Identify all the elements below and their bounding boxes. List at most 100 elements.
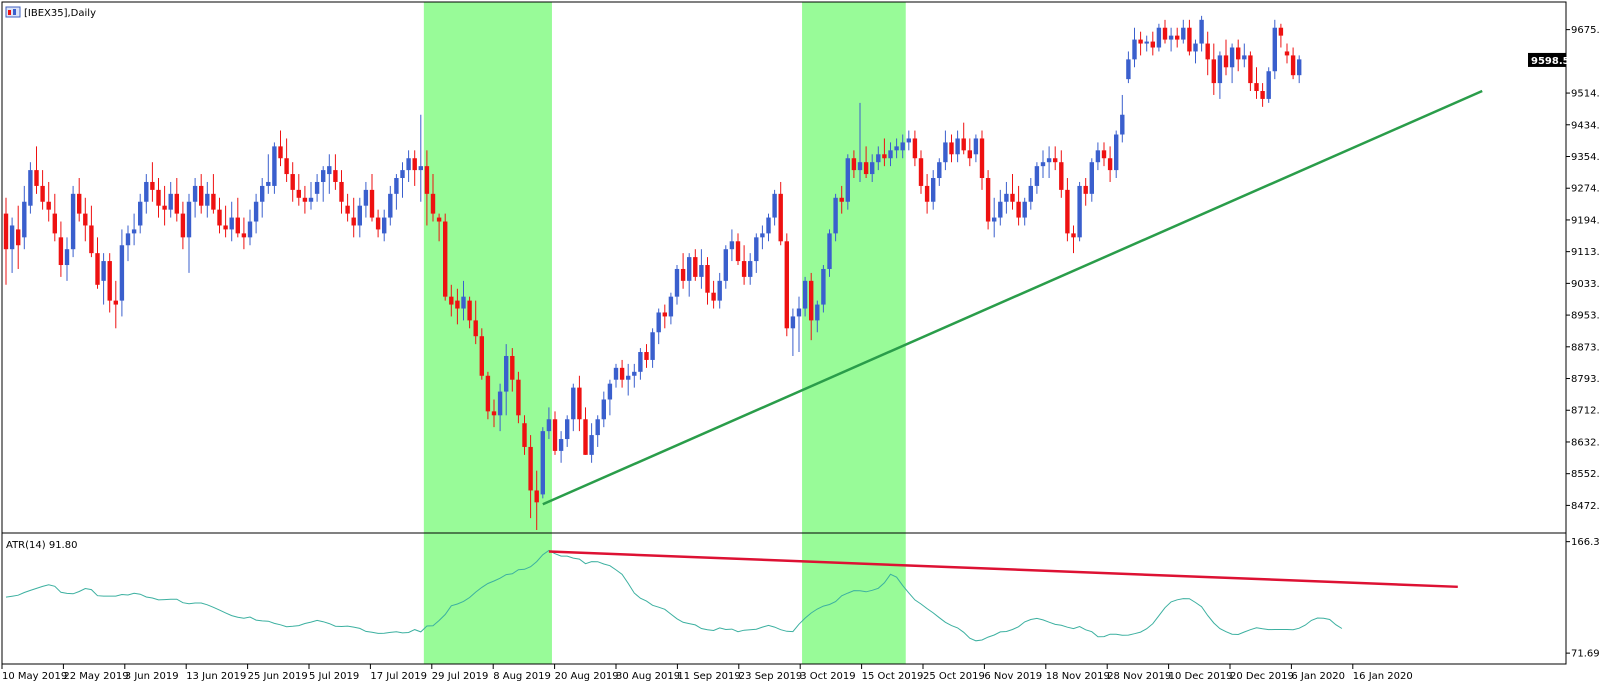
- candle[interactable]: [876, 146, 881, 171]
- candle[interactable]: [705, 257, 710, 305]
- candle[interactable]: [1046, 146, 1052, 179]
- candle[interactable]: [674, 265, 680, 305]
- candle[interactable]: [1229, 43, 1235, 84]
- candle[interactable]: [924, 174, 930, 214]
- candle[interactable]: [491, 399, 497, 428]
- candle[interactable]: [528, 435, 533, 519]
- candle[interactable]: [961, 122, 966, 155]
- candle[interactable]: [1217, 51, 1223, 99]
- candle[interactable]: [168, 181, 173, 218]
- candle[interactable]: [284, 138, 289, 182]
- candle[interactable]: [821, 265, 826, 313]
- candle[interactable]: [199, 174, 204, 214]
- candle[interactable]: [931, 170, 936, 210]
- candle[interactable]: [619, 359, 625, 388]
- candle[interactable]: [479, 328, 484, 380]
- candle[interactable]: [589, 423, 594, 463]
- candle[interactable]: [455, 288, 460, 325]
- candle[interactable]: [113, 280, 118, 329]
- candle[interactable]: [717, 272, 722, 309]
- candle[interactable]: [461, 280, 466, 321]
- candle[interactable]: [662, 304, 667, 329]
- candle[interactable]: [70, 185, 76, 258]
- candle[interactable]: [711, 280, 716, 309]
- candle[interactable]: [632, 363, 637, 388]
- candle[interactable]: [205, 181, 210, 218]
- candle[interactable]: [833, 193, 838, 242]
- candle[interactable]: [607, 379, 613, 416]
- candle[interactable]: [565, 415, 570, 447]
- candle[interactable]: [943, 130, 948, 171]
- candle[interactable]: [1132, 27, 1137, 68]
- candle[interactable]: [418, 114, 423, 202]
- candle[interactable]: [656, 308, 661, 345]
- candle[interactable]: [369, 174, 375, 222]
- candle[interactable]: [266, 154, 271, 194]
- candle[interactable]: [485, 371, 491, 420]
- candle[interactable]: [546, 407, 552, 440]
- candle[interactable]: [1223, 39, 1229, 76]
- candle[interactable]: [558, 431, 564, 463]
- candle[interactable]: [552, 411, 558, 455]
- candle[interactable]: [1284, 43, 1290, 64]
- candle[interactable]: [613, 363, 619, 388]
- candle[interactable]: [260, 178, 265, 218]
- candle[interactable]: [510, 348, 515, 392]
- candle[interactable]: [327, 154, 332, 194]
- candle[interactable]: [1138, 31, 1143, 56]
- candle[interactable]: [1266, 67, 1271, 103]
- candle[interactable]: [58, 221, 64, 277]
- candle[interactable]: [870, 154, 875, 182]
- candle[interactable]: [430, 174, 436, 222]
- candle[interactable]: [1095, 142, 1101, 171]
- candle[interactable]: [443, 213, 448, 301]
- candle[interactable]: [729, 229, 735, 262]
- candle[interactable]: [1260, 83, 1265, 107]
- candle[interactable]: [1242, 43, 1247, 68]
- price-panel[interactable]: [3, 15, 1483, 530]
- candle[interactable]: [77, 178, 82, 222]
- candle[interactable]: [388, 185, 393, 226]
- candle[interactable]: [1034, 162, 1040, 194]
- candle[interactable]: [412, 150, 417, 186]
- candle[interactable]: [217, 197, 222, 234]
- candle[interactable]: [900, 134, 905, 159]
- candle[interactable]: [144, 174, 149, 214]
- atr-trendline[interactable]: [548, 550, 1458, 589]
- candle[interactable]: [290, 162, 295, 202]
- candle[interactable]: [504, 344, 509, 416]
- candle[interactable]: [973, 134, 979, 163]
- candle[interactable]: [1010, 174, 1015, 210]
- candle[interactable]: [46, 181, 51, 222]
- candle[interactable]: [229, 201, 234, 242]
- candle[interactable]: [577, 375, 582, 432]
- candle[interactable]: [1193, 39, 1198, 64]
- candle[interactable]: [278, 130, 283, 167]
- candle[interactable]: [16, 205, 21, 269]
- candle[interactable]: [174, 178, 179, 222]
- candle[interactable]: [375, 209, 381, 238]
- candle[interactable]: [1175, 27, 1180, 48]
- candle[interactable]: [150, 162, 155, 202]
- candle[interactable]: [22, 185, 27, 250]
- candle[interactable]: [321, 166, 326, 202]
- candle[interactable]: [839, 185, 844, 214]
- candle[interactable]: [467, 296, 472, 329]
- candle[interactable]: [687, 253, 692, 297]
- candle[interactable]: [131, 213, 137, 246]
- candle[interactable]: [778, 181, 783, 246]
- atr-panel[interactable]: [5, 549, 1458, 642]
- candle[interactable]: [9, 217, 15, 273]
- candle[interactable]: [699, 249, 704, 289]
- candle[interactable]: [302, 185, 308, 214]
- candle[interactable]: [595, 415, 600, 447]
- candle[interactable]: [918, 150, 924, 194]
- candle[interactable]: [754, 233, 759, 273]
- candle[interactable]: [1144, 35, 1149, 52]
- candle[interactable]: [1248, 51, 1253, 92]
- candle[interactable]: [1156, 23, 1162, 52]
- candle[interactable]: [601, 391, 606, 428]
- candle[interactable]: [1168, 27, 1174, 52]
- candle[interactable]: [3, 197, 9, 285]
- candle[interactable]: [1278, 23, 1284, 48]
